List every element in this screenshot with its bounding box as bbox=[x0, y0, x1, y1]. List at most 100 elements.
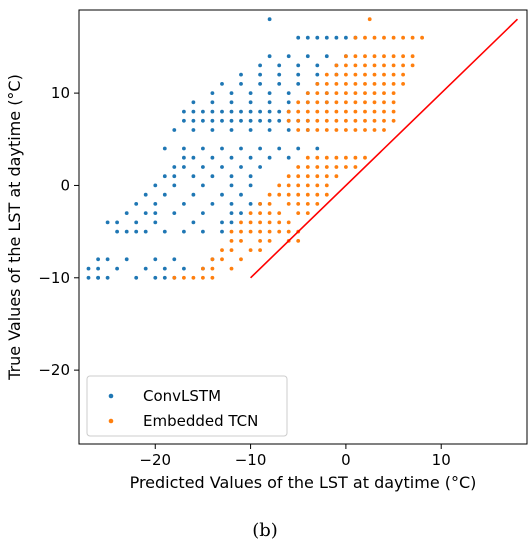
point-embedded-tcn bbox=[410, 54, 415, 59]
point-embedded-tcn bbox=[367, 17, 372, 22]
point-convlstm bbox=[334, 35, 339, 40]
panel-label: (b) bbox=[252, 520, 278, 541]
point-convlstm bbox=[220, 229, 224, 234]
point-embedded-tcn bbox=[363, 72, 367, 77]
point-convlstm bbox=[258, 109, 262, 114]
point-embedded-tcn bbox=[353, 128, 358, 132]
point-embedded-tcn bbox=[220, 257, 224, 262]
point-embedded-tcn bbox=[315, 118, 320, 123]
point-embedded-tcn bbox=[191, 275, 196, 280]
point-embedded-tcn bbox=[258, 220, 262, 225]
point-convlstm bbox=[153, 211, 158, 216]
point-embedded-tcn bbox=[315, 165, 320, 169]
point-convlstm bbox=[229, 211, 234, 216]
point-embedded-tcn bbox=[305, 128, 310, 132]
legend-marker-embedded-tcn bbox=[108, 418, 114, 424]
point-embedded-tcn bbox=[286, 202, 291, 206]
point-embedded-tcn bbox=[277, 192, 282, 197]
point-convlstm bbox=[239, 146, 243, 151]
point-embedded-tcn bbox=[210, 266, 215, 271]
point-embedded-tcn bbox=[182, 275, 186, 280]
point-embedded-tcn bbox=[315, 202, 320, 206]
point-convlstm bbox=[134, 229, 139, 234]
point-embedded-tcn bbox=[258, 202, 262, 206]
point-convlstm bbox=[191, 155, 196, 160]
point-convlstm bbox=[96, 275, 100, 280]
point-convlstm bbox=[191, 220, 196, 225]
point-embedded-tcn bbox=[353, 155, 358, 160]
point-embedded-tcn bbox=[267, 220, 272, 225]
point-embedded-tcn bbox=[315, 91, 320, 95]
point-convlstm bbox=[182, 146, 186, 151]
point-embedded-tcn bbox=[315, 192, 320, 197]
point-embedded-tcn bbox=[286, 109, 291, 114]
point-embedded-tcn bbox=[277, 211, 282, 216]
point-convlstm bbox=[172, 183, 177, 188]
point-embedded-tcn bbox=[296, 128, 301, 132]
point-embedded-tcn bbox=[324, 183, 329, 188]
point-embedded-tcn bbox=[324, 192, 329, 197]
point-embedded-tcn bbox=[258, 229, 262, 234]
point-embedded-tcn bbox=[382, 128, 386, 132]
point-convlstm bbox=[286, 91, 291, 95]
point-embedded-tcn bbox=[305, 155, 310, 160]
point-embedded-tcn bbox=[305, 109, 310, 114]
point-embedded-tcn bbox=[372, 118, 377, 123]
x-axis-label: Predicted Values of the LST at daytime (… bbox=[130, 473, 477, 492]
point-embedded-tcn bbox=[248, 220, 253, 225]
point-embedded-tcn bbox=[277, 229, 282, 234]
point-embedded-tcn bbox=[239, 239, 243, 243]
x-tick-label: −20 bbox=[139, 451, 171, 469]
point-convlstm bbox=[201, 146, 205, 151]
point-convlstm bbox=[229, 174, 234, 179]
point-convlstm bbox=[96, 266, 100, 271]
point-convlstm bbox=[162, 174, 167, 179]
point-convlstm bbox=[220, 109, 224, 114]
point-embedded-tcn bbox=[353, 72, 358, 77]
point-embedded-tcn bbox=[363, 54, 367, 59]
point-convlstm bbox=[315, 146, 320, 151]
point-convlstm bbox=[220, 192, 224, 197]
point-convlstm bbox=[267, 118, 272, 123]
point-embedded-tcn bbox=[210, 257, 215, 262]
point-convlstm bbox=[143, 211, 148, 216]
point-embedded-tcn bbox=[296, 239, 301, 243]
point-convlstm bbox=[267, 54, 272, 59]
point-embedded-tcn bbox=[334, 128, 339, 132]
point-convlstm bbox=[315, 63, 320, 68]
point-embedded-tcn bbox=[334, 72, 339, 77]
point-convlstm bbox=[296, 146, 301, 151]
point-embedded-tcn bbox=[296, 100, 301, 105]
point-embedded-tcn bbox=[344, 155, 348, 160]
point-embedded-tcn bbox=[391, 100, 396, 105]
point-convlstm bbox=[143, 192, 148, 197]
point-embedded-tcn bbox=[344, 128, 348, 132]
point-convlstm bbox=[210, 100, 215, 105]
point-embedded-tcn bbox=[296, 109, 301, 114]
plot-frame bbox=[78, 9, 528, 445]
point-convlstm bbox=[267, 100, 272, 105]
point-convlstm bbox=[182, 155, 186, 160]
point-embedded-tcn bbox=[305, 183, 310, 188]
point-convlstm bbox=[182, 109, 186, 114]
point-embedded-tcn bbox=[258, 211, 262, 216]
point-convlstm bbox=[96, 257, 100, 262]
point-embedded-tcn bbox=[286, 118, 291, 123]
point-embedded-tcn bbox=[382, 54, 386, 59]
point-convlstm bbox=[210, 118, 215, 123]
point-convlstm bbox=[239, 109, 243, 114]
point-embedded-tcn bbox=[296, 192, 301, 197]
point-convlstm bbox=[277, 72, 282, 77]
point-embedded-tcn bbox=[344, 118, 348, 123]
point-embedded-tcn bbox=[382, 91, 386, 95]
point-embedded-tcn bbox=[229, 239, 234, 243]
point-embedded-tcn bbox=[401, 82, 405, 86]
point-embedded-tcn bbox=[286, 174, 291, 179]
point-embedded-tcn bbox=[391, 118, 396, 123]
point-convlstm bbox=[248, 100, 253, 105]
point-embedded-tcn bbox=[267, 192, 272, 197]
point-embedded-tcn bbox=[334, 100, 339, 105]
point-embedded-tcn bbox=[382, 109, 386, 114]
point-convlstm bbox=[277, 82, 282, 86]
point-embedded-tcn bbox=[305, 202, 310, 206]
